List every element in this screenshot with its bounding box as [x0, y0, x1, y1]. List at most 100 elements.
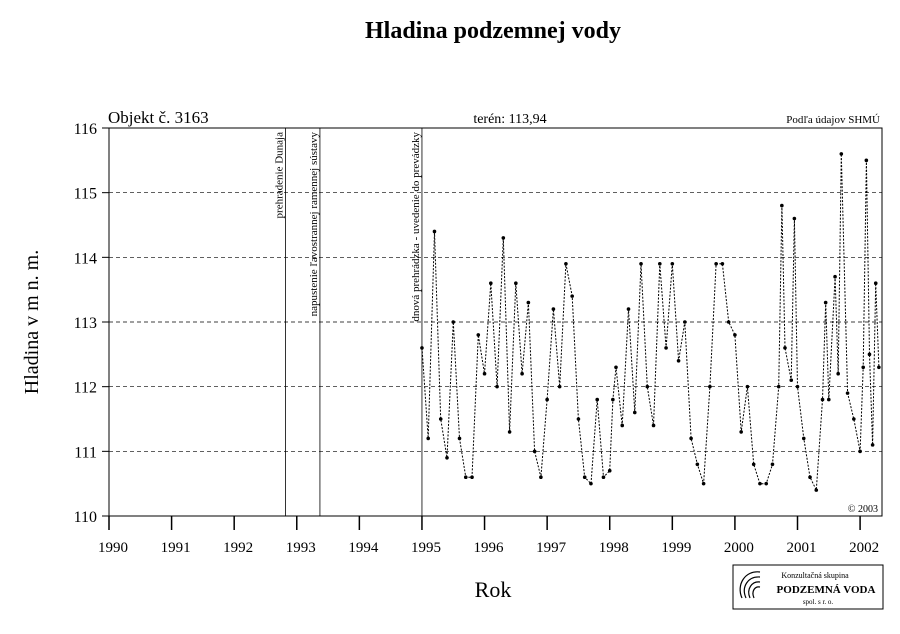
y-tick-label: 116 [74, 121, 97, 138]
x-tick-label: 1995 [411, 540, 441, 556]
x-tick-label: 1998 [599, 540, 629, 556]
level-point [714, 262, 718, 266]
level-point [823, 300, 828, 305]
level-point [858, 449, 862, 454]
level-point [645, 384, 650, 389]
level-point [495, 384, 499, 389]
level-point [861, 365, 866, 370]
level-point [839, 152, 844, 156]
level-point [670, 262, 675, 266]
level-point [457, 436, 462, 441]
y-tick-label: 112 [74, 380, 97, 397]
x-tick-label: 1991 [161, 540, 191, 556]
level-point [526, 300, 531, 305]
level-point [770, 462, 775, 467]
level-point [814, 488, 819, 492]
level-point [870, 443, 875, 447]
logo-line3: spol. s r. o. [803, 598, 834, 606]
x-tick-label: 1990 [98, 540, 128, 556]
x-tick-label: 2002 [849, 540, 879, 556]
x-tick-label: 1993 [286, 540, 316, 556]
level-point [520, 371, 524, 376]
level-point [507, 430, 512, 434]
level-point [639, 262, 643, 266]
terrain-label: terén: 113,94 [473, 112, 546, 127]
x-tick-label: 1992 [223, 540, 253, 556]
logo-line1: Konzultačná skupina [781, 571, 849, 580]
level-point [845, 391, 850, 395]
level-point [438, 417, 443, 421]
x-tick-label: 1994 [348, 540, 379, 556]
x-tick-label: 2000 [724, 540, 754, 556]
level-point [783, 346, 787, 350]
level-point [658, 262, 662, 266]
y-tick-label: 113 [74, 315, 97, 332]
level-point [595, 397, 600, 402]
level-point [867, 352, 872, 357]
level-point [789, 378, 794, 383]
x-tick-label: 2001 [787, 540, 817, 556]
source-label: Podľa údajov SHMÚ [786, 114, 880, 126]
level-point [726, 320, 731, 324]
level-point [792, 216, 797, 221]
level-point [739, 430, 743, 434]
level-point [701, 481, 706, 486]
level-point [476, 333, 481, 337]
level-point [873, 281, 878, 286]
level-point [545, 397, 549, 402]
level-point [852, 417, 856, 421]
level-point [532, 449, 537, 454]
level-point [589, 481, 593, 486]
level-point [664, 346, 668, 350]
level-point [426, 436, 431, 441]
level-point [482, 371, 487, 376]
level-point [676, 359, 681, 363]
level-point [632, 410, 637, 415]
level-point [708, 384, 712, 389]
y-tick-label: 110 [74, 509, 97, 526]
level-point [551, 307, 556, 311]
y-tick-label: 114 [74, 250, 97, 267]
level-line [421, 153, 880, 492]
x-axis-label: Rok [475, 577, 512, 602]
level-point [489, 281, 493, 286]
level-point [539, 475, 543, 480]
logo-icon [739, 571, 761, 599]
level-point [611, 397, 615, 402]
level-point [607, 468, 612, 473]
level-point [614, 365, 618, 370]
logo-line2: PODZEMNÁ VODA [777, 584, 876, 596]
x-tick-label: 1999 [661, 540, 691, 556]
level-point [582, 475, 587, 480]
level-point [776, 384, 781, 389]
level-point [463, 475, 468, 480]
level-point [826, 397, 831, 402]
level-point [651, 423, 656, 428]
level-point [445, 456, 449, 460]
level-point [780, 203, 784, 208]
level-point [689, 436, 693, 441]
level-point [564, 262, 568, 266]
x-tick-label: 1996 [474, 540, 505, 556]
copyright: © 2003 [848, 504, 878, 515]
object-label: Objekt č. 3163 [108, 108, 209, 127]
level-point [626, 307, 631, 311]
level-point [570, 294, 574, 298]
level-point [576, 417, 581, 421]
level-point [758, 481, 762, 486]
level-point [751, 462, 756, 467]
level-point [432, 229, 437, 234]
level-point [745, 384, 750, 389]
level-point [795, 384, 800, 389]
y-axis-label: Hladina v m n. m. [21, 250, 43, 394]
level-point [451, 320, 456, 324]
level-point [864, 158, 869, 163]
x-tick-label: 1997 [536, 540, 567, 556]
event-label: dnová prehrádzka - uvedenie do prevádzky [410, 132, 422, 322]
level-point [620, 423, 625, 428]
level-point [733, 333, 737, 337]
y-tick-label: 111 [74, 444, 97, 461]
level-point [470, 475, 474, 480]
level-point [836, 371, 840, 376]
